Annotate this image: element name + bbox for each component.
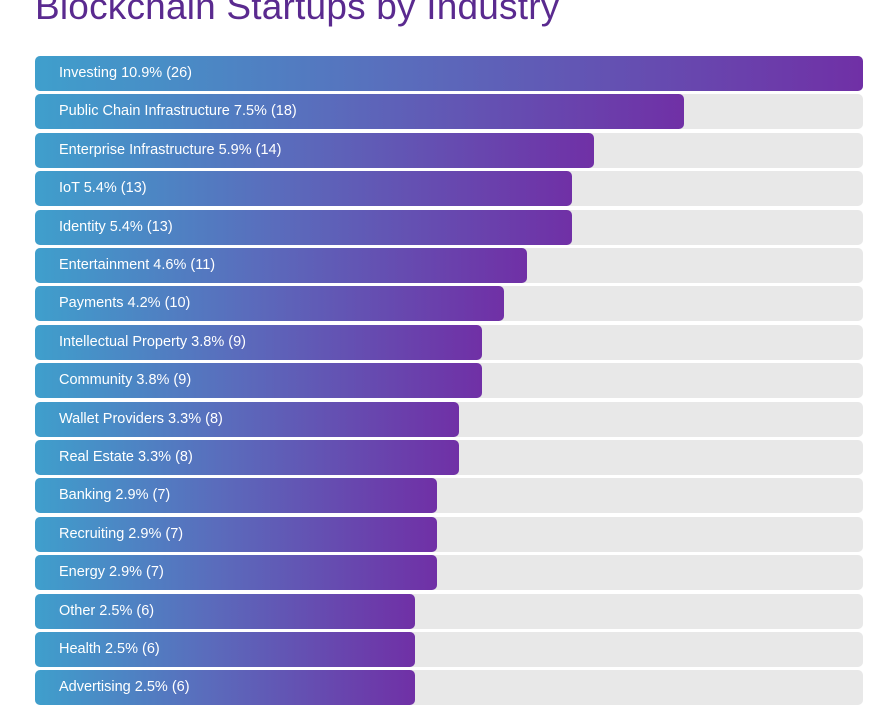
bar: Entertainment 4.6% (11)	[35, 248, 527, 283]
bar-label: Investing 10.9% (26)	[59, 65, 192, 81]
bar-label: Health 2.5% (6)	[59, 641, 160, 657]
bar-track: Intellectual Property 3.8% (9)	[35, 324, 863, 360]
bar-label: Real Estate 3.3% (8)	[59, 449, 193, 465]
bar-label: Community 3.8% (9)	[59, 372, 192, 389]
bar: Investing 10.9% (26)	[35, 56, 863, 91]
bar-label: Enterprise Infrastructure 5.9% (14)	[59, 141, 282, 158]
bar-track: Wallet Providers 3.3% (8)	[35, 401, 863, 437]
bar-track: Identity 5.4% (13)	[35, 209, 863, 245]
bar: Recruiting 2.9% (7)	[35, 516, 437, 552]
bar-track: Entertainment 4.6% (11)	[35, 248, 863, 283]
bar-track: Community 3.8% (9)	[35, 363, 863, 399]
bar: Payments 4.2% (10)	[35, 286, 505, 322]
bar-track: Recruiting 2.9% (7)	[35, 516, 863, 552]
bar-track: Advertising 2.5% (6)	[35, 670, 863, 705]
bar-label: Public Chain Infrastructure 7.5% (18)	[59, 103, 297, 120]
bar: Intellectual Property 3.8% (9)	[35, 324, 482, 360]
bar-track: IoT 5.4% (13)	[35, 171, 863, 207]
bar: Wallet Providers 3.3% (8)	[35, 401, 460, 437]
bar-track: Energy 2.9% (7)	[35, 555, 863, 591]
bar-track: Public Chain Infrastructure 7.5% (18)	[35, 94, 863, 130]
bar: Other 2.5% (6)	[35, 593, 415, 629]
bar-label: IoT 5.4% (13)	[59, 180, 147, 197]
bar: Public Chain Infrastructure 7.5% (18)	[35, 94, 684, 130]
bar: Enterprise Infrastructure 5.9% (14)	[35, 132, 594, 168]
bar-track: Payments 4.2% (10)	[35, 286, 863, 322]
bar: Advertising 2.5% (6)	[35, 670, 415, 705]
bar-label: Identity 5.4% (13)	[59, 218, 173, 235]
bar: Community 3.8% (9)	[35, 363, 482, 399]
bar: Energy 2.9% (7)	[35, 555, 437, 591]
bar-label: Payments 4.2% (10)	[59, 295, 191, 312]
bar-label: Entertainment 4.6% (11)	[59, 257, 216, 273]
bar-track: Other 2.5% (6)	[35, 593, 863, 629]
bar-label: Intellectual Property 3.8% (9)	[59, 333, 246, 350]
bar-label: Energy 2.9% (7)	[59, 564, 164, 581]
bar-label: Banking 2.9% (7)	[59, 487, 171, 504]
bar: Health 2.5% (6)	[35, 632, 415, 667]
bar: IoT 5.4% (13)	[35, 171, 572, 207]
bar-label: Wallet Providers 3.3% (8)	[59, 410, 223, 427]
bar-track: Investing 10.9% (26)	[35, 56, 863, 91]
bar: Banking 2.9% (7)	[35, 478, 437, 514]
bar-label: Recruiting 2.9% (7)	[59, 525, 184, 542]
bar-track: Banking 2.9% (7)	[35, 478, 863, 514]
bar-track: Health 2.5% (6)	[35, 632, 863, 667]
bar-track: Enterprise Infrastructure 5.9% (14)	[35, 132, 863, 168]
bar-track: Real Estate 3.3% (8)	[35, 440, 863, 475]
chart-title: Blockchain Startups by Industry	[35, 0, 560, 27]
bar: Identity 5.4% (13)	[35, 209, 572, 245]
bar: Real Estate 3.3% (8)	[35, 440, 460, 475]
bar-label: Other 2.5% (6)	[59, 602, 155, 619]
bar-label: Advertising 2.5% (6)	[59, 679, 190, 696]
